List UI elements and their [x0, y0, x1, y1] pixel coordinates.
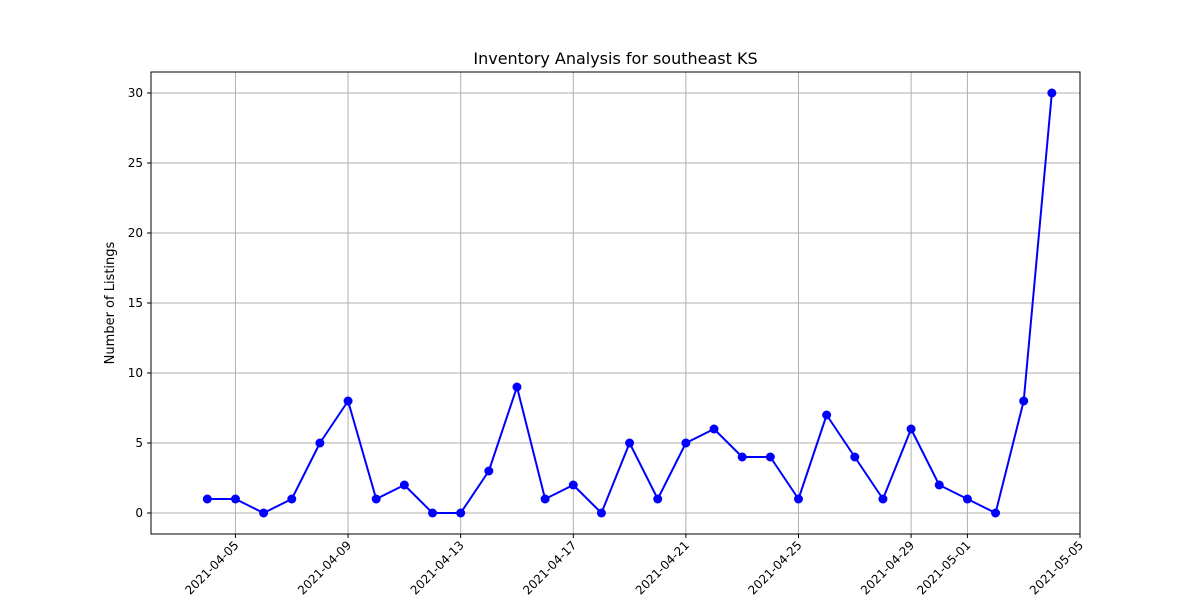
y-tick-label: 15 [128, 296, 143, 310]
data-point [934, 480, 944, 490]
data-point [962, 494, 972, 504]
data-point [371, 494, 381, 504]
y-axis-label: Number of Listings [103, 241, 118, 364]
data-point [1019, 396, 1029, 406]
data-point [625, 438, 635, 448]
y-tick-label: 20 [128, 226, 143, 240]
data-point [399, 480, 409, 490]
data-point [287, 494, 297, 504]
data-point [737, 452, 747, 462]
y-tick-label: 0 [135, 506, 143, 520]
data-point [428, 508, 438, 518]
data-point [906, 424, 916, 434]
data-point [991, 508, 1001, 518]
y-tick-label: 10 [128, 366, 143, 380]
y-tick-label: 25 [128, 156, 143, 170]
series-layer [202, 88, 1057, 518]
data-point [568, 480, 578, 490]
data-point [793, 494, 803, 504]
data-point [540, 494, 550, 504]
data-point [484, 466, 494, 476]
data-point [230, 494, 240, 504]
chart-title: Inventory Analysis for southeast KS [473, 49, 757, 68]
y-tick-label: 5 [135, 436, 143, 450]
data-point [202, 494, 212, 504]
y-tick-label: 30 [128, 86, 143, 100]
data-point [456, 508, 466, 518]
data-point [343, 396, 353, 406]
data-point [315, 438, 325, 448]
data-point [653, 494, 663, 504]
data-point [259, 508, 269, 518]
grid [151, 72, 1081, 534]
data-point [850, 452, 860, 462]
y-axis: 0 5 10 15 20 25 30 [128, 86, 151, 520]
data-point [765, 452, 775, 462]
data-point [512, 382, 522, 392]
data-point [878, 494, 888, 504]
data-point [1047, 88, 1057, 98]
data-point [709, 424, 719, 434]
data-point [681, 438, 691, 448]
data-point [822, 410, 832, 420]
data-point [596, 508, 606, 518]
